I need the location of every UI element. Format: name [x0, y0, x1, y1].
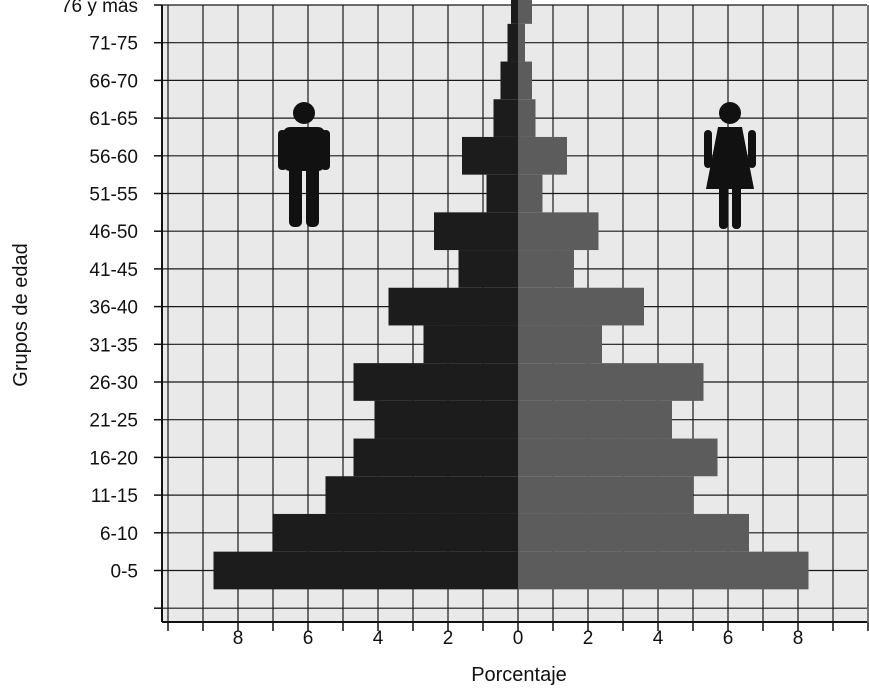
x-tick-label: 4	[653, 628, 664, 649]
y-tick-label: 66-70	[89, 71, 138, 92]
bar-female-26-30	[518, 363, 704, 401]
bar-male-51-55	[486, 174, 518, 213]
bar-female-0-5	[518, 551, 809, 590]
bar-female-61-65	[518, 99, 536, 137]
bar-male-76-y-más	[511, 0, 518, 24]
bar-male-36-40	[388, 287, 518, 326]
y-tick-label: 31-35	[89, 335, 138, 356]
x-tick-labels: 8 6 4 2 0 2 4 6 8	[233, 628, 804, 649]
bar-male-26-30	[353, 363, 518, 401]
x-tick-label: 6	[723, 628, 734, 649]
bar-female-31-35	[518, 325, 602, 364]
bar-female-6-10	[518, 513, 749, 552]
x-tick-label: 4	[373, 628, 384, 649]
bar-male-11-15	[325, 476, 518, 514]
y-tick-label: 51-55	[89, 185, 138, 206]
bar-female-46-50	[518, 212, 599, 251]
x-tick-label: 0	[513, 628, 524, 649]
bars-group	[213, 0, 809, 590]
bar-female-56-60	[518, 136, 567, 175]
y-tick-label: 76 y más	[61, 0, 138, 17]
bar-male-46-50	[434, 212, 518, 251]
female-figure-icon	[704, 102, 756, 229]
x-tick-label: 8	[793, 628, 804, 649]
bar-female-66-70	[518, 61, 532, 100]
bar-female-11-15	[518, 476, 693, 514]
bar-male-16-20	[353, 438, 518, 477]
y-tick-label: 11-15	[91, 486, 138, 507]
bar-female-51-55	[518, 174, 543, 213]
y-tick-label: 26-30	[89, 373, 138, 394]
bar-male-6-10	[273, 513, 518, 552]
axes-group	[154, 4, 869, 631]
bar-female-41-45	[518, 250, 574, 288]
y-tick-label: 46-50	[89, 222, 138, 243]
y-tick-label: 6-10	[100, 524, 138, 545]
male-figure-icon	[278, 102, 330, 227]
bar-male-41-45	[458, 250, 518, 288]
y-tick-label: 61-65	[89, 109, 138, 130]
bar-male-0-5	[213, 551, 518, 590]
x-tick-label: 2	[443, 628, 454, 649]
x-axis-title: Porcentaje	[471, 664, 567, 686]
y-tick-labels: 0-5 6-10 11-15 16-20 21-25 26-30 31-35 36-40 41-…	[61, 0, 138, 583]
bar-female-21-25	[518, 400, 672, 439]
bar-male-56-60	[462, 136, 518, 175]
y-tick-label: 41-45	[89, 260, 138, 281]
y-tick-label: 56-60	[89, 147, 138, 168]
y-axis-title: Grupos de edad	[10, 243, 32, 386]
bar-female-36-40	[518, 287, 644, 326]
y-tick-label: 0-5	[111, 562, 138, 583]
bar-female-71-75	[518, 23, 525, 62]
bar-female-76-y-más	[518, 0, 532, 24]
x-tick-label: 8	[233, 628, 244, 649]
bar-male-31-35	[423, 325, 518, 364]
bar-male-21-25	[374, 400, 518, 439]
x-tick-label: 6	[303, 628, 314, 649]
y-tick-label: 16-20	[89, 448, 138, 469]
bar-female-16-20	[518, 438, 718, 477]
y-tick-label: 71-75	[89, 34, 138, 55]
x-tick-label: 2	[583, 628, 594, 649]
bar-male-61-65	[493, 99, 518, 137]
y-tick-label: 36-40	[89, 298, 138, 319]
bar-male-71-75	[507, 23, 518, 62]
bar-male-66-70	[500, 61, 518, 100]
y-tick-label: 21-25	[89, 411, 138, 432]
